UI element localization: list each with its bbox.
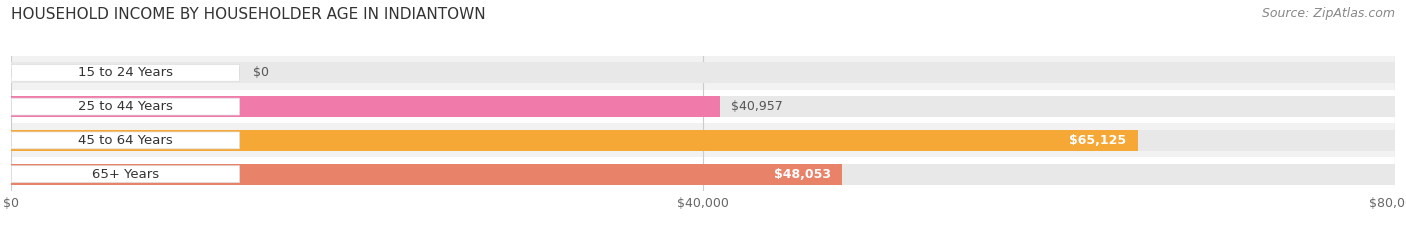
Bar xyxy=(11,157,1395,191)
Bar xyxy=(11,56,1395,90)
Text: 45 to 64 Years: 45 to 64 Years xyxy=(77,134,173,147)
Bar xyxy=(11,130,1395,151)
Bar xyxy=(11,164,1395,185)
Text: HOUSEHOLD INCOME BY HOUSEHOLDER AGE IN INDIANTOWN: HOUSEHOLD INCOME BY HOUSEHOLDER AGE IN I… xyxy=(11,7,486,22)
Bar xyxy=(11,130,1137,151)
Text: $48,053: $48,053 xyxy=(775,168,831,181)
Bar xyxy=(11,164,842,185)
Text: $0: $0 xyxy=(253,66,270,79)
Bar xyxy=(11,123,1395,157)
Text: $65,125: $65,125 xyxy=(1070,134,1126,147)
FancyBboxPatch shape xyxy=(11,166,239,183)
Bar xyxy=(11,96,720,117)
Text: $40,957: $40,957 xyxy=(731,100,782,113)
Bar xyxy=(11,96,1395,117)
Text: 65+ Years: 65+ Years xyxy=(91,168,159,181)
FancyBboxPatch shape xyxy=(11,64,239,81)
Text: 25 to 44 Years: 25 to 44 Years xyxy=(77,100,173,113)
FancyBboxPatch shape xyxy=(11,98,239,115)
FancyBboxPatch shape xyxy=(11,132,239,149)
Text: Source: ZipAtlas.com: Source: ZipAtlas.com xyxy=(1261,7,1395,20)
Bar xyxy=(11,90,1395,123)
Text: 15 to 24 Years: 15 to 24 Years xyxy=(77,66,173,79)
Bar xyxy=(11,62,1395,83)
